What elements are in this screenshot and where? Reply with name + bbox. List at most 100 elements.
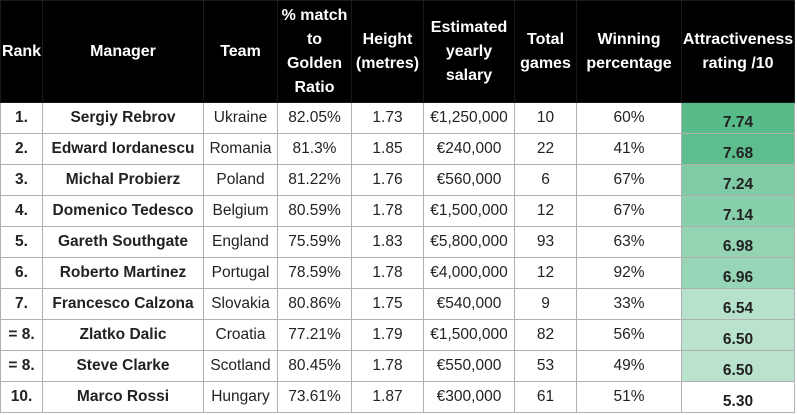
header-row: Rank Manager Team % match to Golden Rati… [0,0,795,103]
height-cell: 1.87 [351,381,424,413]
rating-cell: 6.98 [681,226,795,258]
rating-cell: 7.74 [681,102,795,134]
height-cell: 1.76 [351,164,424,196]
salary-cell: €540,000 [423,288,515,320]
winning-percentage-cell: 67% [576,164,682,196]
height-cell: 1.78 [351,350,424,382]
salary-cell: €1,500,000 [423,195,515,227]
golden-ratio-cell: 77.21% [277,319,352,351]
rating-cell: 5.30 [681,381,795,413]
golden-ratio-cell: 78.59% [277,257,352,289]
salary-cell: €240,000 [423,133,515,165]
total-games-cell: 6 [514,164,577,196]
winning-percentage-cell: 67% [576,195,682,227]
height-cell: 1.85 [351,133,424,165]
manager-cell: Roberto Martinez [42,257,204,289]
header-attractiveness-rating[interactable]: Attractiveness rating /10 [681,0,795,103]
table-row: 4. Domenico Tedesco Belgium 80.59% 1.78 €1,50… [0,195,795,227]
manager-cell: Steve Clarke [42,350,204,382]
team-cell: Ukraine [203,102,278,134]
rank-cell: 1. [0,102,43,134]
header-salary[interactable]: Estimated yearly salary [423,0,515,103]
total-games-cell: 82 [514,319,577,351]
total-games-cell: 10 [514,102,577,134]
rank-cell: 2. [0,133,43,165]
rating-cell: 7.68 [681,133,795,165]
golden-ratio-cell: 80.45% [277,350,352,382]
manager-cell: Edward Iordanescu [42,133,204,165]
winning-percentage-cell: 56% [576,319,682,351]
height-cell: 1.78 [351,257,424,289]
rank-cell: 6. [0,257,43,289]
total-games-cell: 12 [514,195,577,227]
winning-percentage-cell: 92% [576,257,682,289]
rank-cell: 5. [0,226,43,258]
height-cell: 1.83 [351,226,424,258]
golden-ratio-cell: 75.59% [277,226,352,258]
rating-cell: 6.54 [681,288,795,320]
golden-ratio-cell: 81.3% [277,133,352,165]
team-cell: Slovakia [203,288,278,320]
total-games-cell: 53 [514,350,577,382]
rank-cell: = 8. [0,350,43,382]
team-cell: Scotland [203,350,278,382]
rank-cell: 4. [0,195,43,227]
table-row: 6. Roberto Martinez Portugal 78.59% 1.78 €4,0… [0,257,795,289]
team-cell: Hungary [203,381,278,413]
table-row: 2. Edward Iordanescu Romania 81.3% 1.85 €240,… [0,133,795,165]
rating-cell: 6.50 [681,319,795,351]
height-cell: 1.79 [351,319,424,351]
total-games-cell: 93 [514,226,577,258]
table-row: 5. Gareth Southgate England 75.59% 1.83 €5,80… [0,226,795,258]
team-cell: Portugal [203,257,278,289]
rating-cell: 6.50 [681,350,795,382]
salary-cell: €1,500,000 [423,319,515,351]
height-cell: 1.75 [351,288,424,320]
winning-percentage-cell: 49% [576,350,682,382]
height-cell: 1.78 [351,195,424,227]
manager-cell: Francesco Calzona [42,288,204,320]
total-games-cell: 9 [514,288,577,320]
header-winning-percentage[interactable]: Winning percentage [576,0,682,103]
rank-cell: 10. [0,381,43,413]
table-row: 7. Francesco Calzona Slovakia 80.86% 1.75 €54… [0,288,795,320]
manager-cell: Michal Probierz [42,164,204,196]
rank-cell: = 8. [0,319,43,351]
winning-percentage-cell: 41% [576,133,682,165]
rating-cell: 7.24 [681,164,795,196]
table-row: = 8. Zlatko Dalic Croatia 77.21% 1.79 €1,500,… [0,319,795,351]
team-cell: Croatia [203,319,278,351]
team-cell: Belgium [203,195,278,227]
salary-cell: €560,000 [423,164,515,196]
rank-cell: 7. [0,288,43,320]
manager-cell: Sergiy Rebrov [42,102,204,134]
total-games-cell: 61 [514,381,577,413]
golden-ratio-cell: 80.59% [277,195,352,227]
salary-cell: €4,000,000 [423,257,515,289]
winning-percentage-cell: 63% [576,226,682,258]
height-cell: 1.73 [351,102,424,134]
golden-ratio-cell: 73.61% [277,381,352,413]
table-row: = 8. Steve Clarke Scotland 80.45% 1.78 €550,0… [0,350,795,382]
header-team[interactable]: Team [203,0,278,103]
team-cell: Poland [203,164,278,196]
manager-cell: Gareth Southgate [42,226,204,258]
team-cell: Romania [203,133,278,165]
golden-ratio-cell: 81.22% [277,164,352,196]
manager-cell: Marco Rossi [42,381,204,413]
salary-cell: €550,000 [423,350,515,382]
header-total-games[interactable]: Total games [514,0,577,103]
header-rank[interactable]: Rank [0,0,43,103]
winning-percentage-cell: 33% [576,288,682,320]
golden-ratio-cell: 82.05% [277,102,352,134]
total-games-cell: 12 [514,257,577,289]
salary-cell: €5,800,000 [423,226,515,258]
table-row: 1. Sergiy Rebrov Ukraine 82.05% 1.73 €1,250,0… [0,102,795,134]
header-height[interactable]: Height (metres) [351,0,424,103]
header-golden-ratio[interactable]: % match to Golden Ratio [277,0,352,103]
salary-cell: €300,000 [423,381,515,413]
winning-percentage-cell: 51% [576,381,682,413]
header-manager[interactable]: Manager [42,0,204,103]
team-cell: England [203,226,278,258]
